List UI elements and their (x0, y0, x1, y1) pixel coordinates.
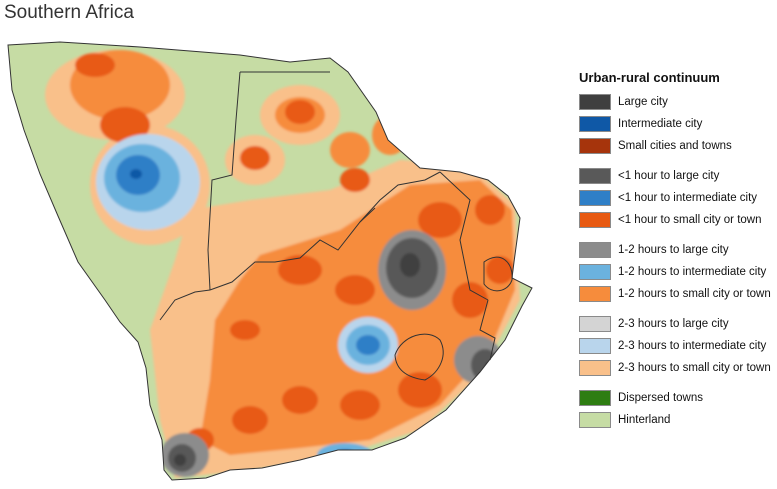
legend-group-1-2h: 1-2 hours to large city 1-2 hours to int… (579, 239, 774, 305)
legend-swatch (579, 116, 611, 132)
legend-label: Small cities and towns (618, 140, 732, 152)
legend-item: Large city (579, 91, 774, 113)
legend-group-other: Dispersed towns Hinterland (579, 387, 774, 431)
legend-title: Urban-rural continuum (579, 70, 720, 85)
legend-swatch (579, 390, 611, 406)
legend-label: <1 hour to intermediate city (618, 192, 758, 204)
legend-group-2-3h: 2-3 hours to large city 2-3 hours to int… (579, 313, 774, 379)
legend-label: 2-3 hours to intermediate city (618, 340, 767, 352)
legend-item: 1-2 hours to large city (579, 239, 774, 261)
legend-item: Dispersed towns (579, 387, 774, 409)
legend-group-cities: Large city Intermediate city Small citie… (579, 91, 774, 157)
legend-item: 2-3 hours to intermediate city (579, 335, 774, 357)
legend-label: 1-2 hours to small city or town (618, 288, 771, 300)
legend-label: <1 hour to small city or town (618, 214, 762, 226)
map-title: Southern Africa (4, 2, 134, 23)
legend-label: Dispersed towns (618, 392, 704, 404)
legend-swatch (579, 190, 611, 206)
legend-item: Hinterland (579, 409, 774, 431)
zone-intermediate-city (96, 134, 398, 467)
legend: Urban-rural continuum Large city Interme… (579, 70, 774, 439)
legend-swatch (579, 138, 611, 154)
legend-item: 2-3 hours to large city (579, 313, 774, 335)
legend-swatch (579, 168, 611, 184)
legend-label: 1-2 hours to intermediate city (618, 266, 767, 278)
legend-label: Large city (618, 96, 668, 108)
legend-label: 2-3 hours to large city (618, 318, 729, 330)
legend-swatch (579, 338, 611, 354)
zone-lt1h-small-town (75, 53, 514, 452)
legend-label: 1-2 hours to large city (618, 244, 729, 256)
legend-item: Small cities and towns (579, 135, 774, 157)
legend-swatch (579, 286, 611, 302)
legend-label: 2-3 hours to small city or town (618, 362, 771, 374)
legend-item: 1-2 hours to intermediate city (579, 261, 774, 283)
legend-swatch (579, 360, 611, 376)
country-borders (7, 41, 533, 481)
legend-item: 1-2 hours to small city or town (579, 283, 774, 305)
legend-label: Intermediate city (618, 118, 703, 130)
legend-item: 2-3 hours to small city or town (579, 357, 774, 379)
legend-item: <1 hour to small city or town (579, 209, 774, 231)
legend-item: <1 hour to large city (579, 165, 774, 187)
legend-swatch (579, 94, 611, 110)
legend-swatch (579, 412, 611, 428)
legend-swatch (579, 242, 611, 258)
legend-item: <1 hour to intermediate city (579, 187, 774, 209)
legend-label: <1 hour to large city (618, 170, 720, 182)
legend-group-lt1h: <1 hour to large city <1 hour to interme… (579, 165, 774, 231)
legend-item: Intermediate city (579, 113, 774, 135)
legend-swatch (579, 212, 611, 228)
legend-swatch (579, 264, 611, 280)
legend-swatch (579, 316, 611, 332)
legend-label: Hinterland (618, 414, 671, 426)
